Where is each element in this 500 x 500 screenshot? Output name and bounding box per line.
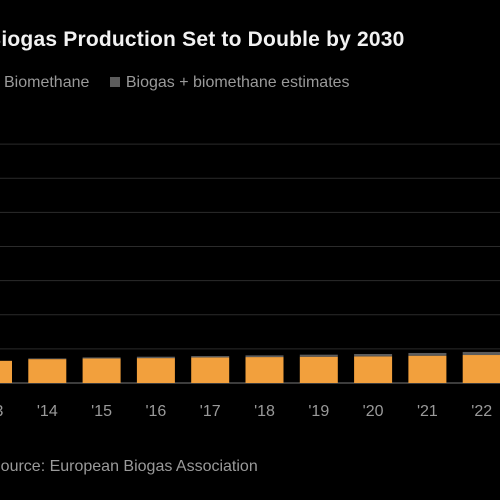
x-tick-label: '18 <box>254 403 275 420</box>
bar-estimates <box>136 356 175 359</box>
legend-item-estimates: Biogas + biomethane estimates <box>109 74 350 91</box>
x-tick-label: '14 <box>37 403 58 420</box>
legend-swatch-estimates <box>109 77 120 87</box>
x-tick-label: '13 <box>0 403 4 420</box>
legend-label-estimates: Biogas + biomethane estimates <box>125 74 350 91</box>
x-tick-label: '16 <box>145 403 166 420</box>
bar-biomethane <box>299 356 338 383</box>
x-tick-label: '17 <box>200 403 221 420</box>
x-tick-label: '22 <box>471 403 492 420</box>
bar-biomethane <box>408 355 447 383</box>
bar-biomethane <box>462 355 500 383</box>
bar-biomethane <box>82 358 121 383</box>
legend-item-biomethane: Biomethane <box>0 74 94 91</box>
chart-title: Biogas Production Set to Double by 2030 <box>0 28 405 51</box>
bar-estimates <box>462 351 500 356</box>
bar-biomethane <box>354 356 393 383</box>
bar-biomethane <box>28 359 67 383</box>
bar-estimates <box>82 357 121 359</box>
bar-estimates <box>354 353 393 357</box>
bar-estimates <box>299 354 338 357</box>
bar-biomethane <box>0 360 12 383</box>
x-tick-label: '15 <box>91 403 112 420</box>
x-tick-label: '21 <box>417 403 438 420</box>
bar-biomethane <box>191 357 230 383</box>
x-tick-label: '20 <box>363 403 384 420</box>
bar-biomethane <box>245 357 284 383</box>
bar-biomethane <box>136 358 175 383</box>
legend-label-biomethane: Biomethane <box>4 74 90 91</box>
x-tick-label: '19 <box>308 403 329 420</box>
chart-source: Source: European Biogas Association <box>0 458 258 475</box>
bar-estimates <box>245 355 284 358</box>
bar-estimates <box>191 356 230 358</box>
chart-legend: Biomethane Biogas + biomethane estimates <box>0 74 366 92</box>
bar-estimates <box>28 358 67 360</box>
bar-estimates <box>408 352 447 356</box>
